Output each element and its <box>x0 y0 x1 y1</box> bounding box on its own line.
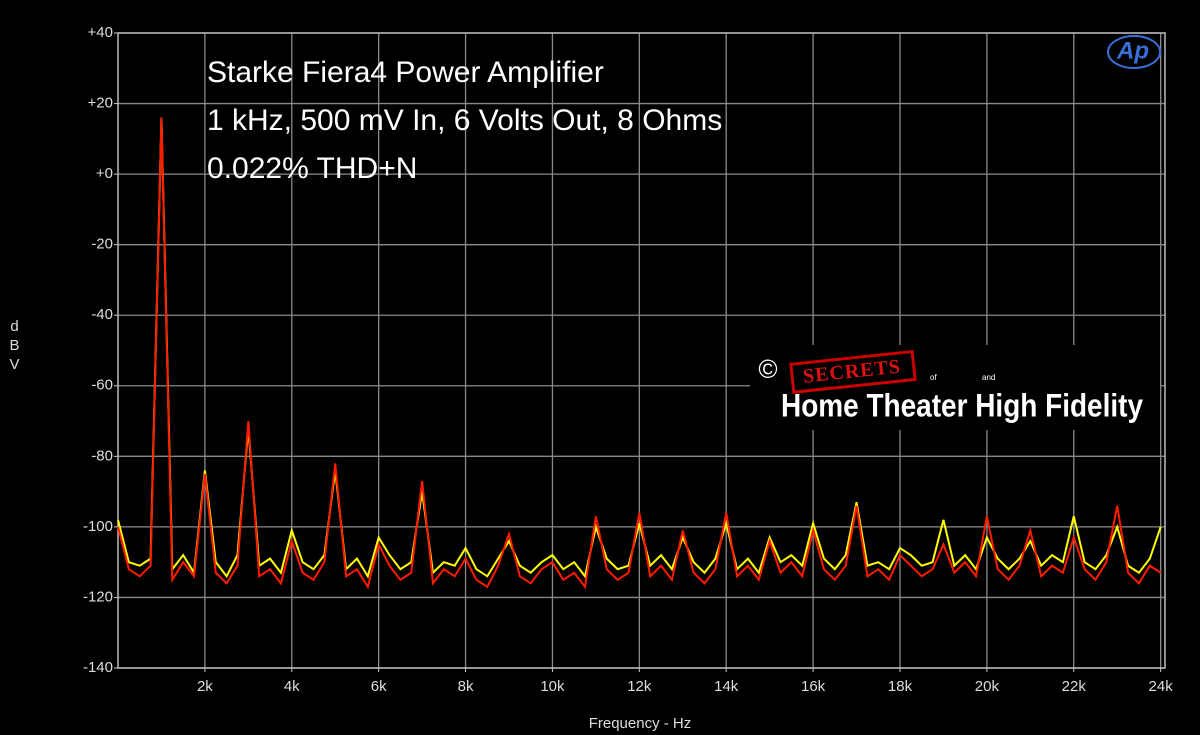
x-tick-label: 12k <box>627 678 652 695</box>
logo: Ap <box>1116 37 1149 64</box>
x-tick-label: 4k <box>284 678 300 695</box>
brand-box <box>789 349 917 394</box>
x-tick-label: 14k <box>714 678 739 695</box>
logo-ring <box>1107 35 1161 69</box>
title-line: 0.022% THD+N <box>207 152 417 185</box>
y-tick-label: -120 <box>83 588 113 605</box>
y-tick-label: +0 <box>96 165 113 182</box>
x-tick-label: 24k <box>1149 678 1174 695</box>
y-tick-label: +40 <box>88 24 113 41</box>
y-tick-label: -20 <box>91 236 113 253</box>
y-tick-label: -140 <box>83 659 113 676</box>
title-line: Starke Fiera4 Power Amplifier <box>207 56 604 89</box>
site-name: Home Theater High Fidelity <box>781 387 1143 423</box>
watermark: © SECRETS of and Home Theater High Fidel… <box>750 345 1160 430</box>
x-tick-label: 16k <box>801 678 826 695</box>
watermark-bg <box>750 345 1160 430</box>
x-tick-label: 2k <box>197 678 213 695</box>
y-tick-label: -40 <box>91 306 113 323</box>
y-axis-label: dBV <box>6 318 23 375</box>
title-line: 1 kHz, 500 mV In, 6 Volts Out, 8 Ohms <box>207 104 722 137</box>
copyright: © <box>758 354 777 384</box>
plot-frame <box>117 32 1166 669</box>
series-line <box>117 117 1162 579</box>
x-axis-label: Frequency - Hz <box>589 715 692 732</box>
x-tick-label: 18k <box>888 678 913 695</box>
small-word: and <box>982 373 995 382</box>
series-line <box>117 117 1162 590</box>
x-tick-label: 22k <box>1062 678 1087 695</box>
x-tick-label: 20k <box>975 678 1000 695</box>
small-word: of <box>930 373 937 382</box>
x-tick-label: 8k <box>458 678 474 695</box>
x-tick-label: 10k <box>540 678 565 695</box>
x-tick-label: 6k <box>371 678 387 695</box>
y-tick-label: -100 <box>83 518 113 535</box>
y-tick-label: +20 <box>88 95 113 112</box>
y-tick-label: -60 <box>91 377 113 394</box>
y-tick-label: -80 <box>91 447 113 464</box>
